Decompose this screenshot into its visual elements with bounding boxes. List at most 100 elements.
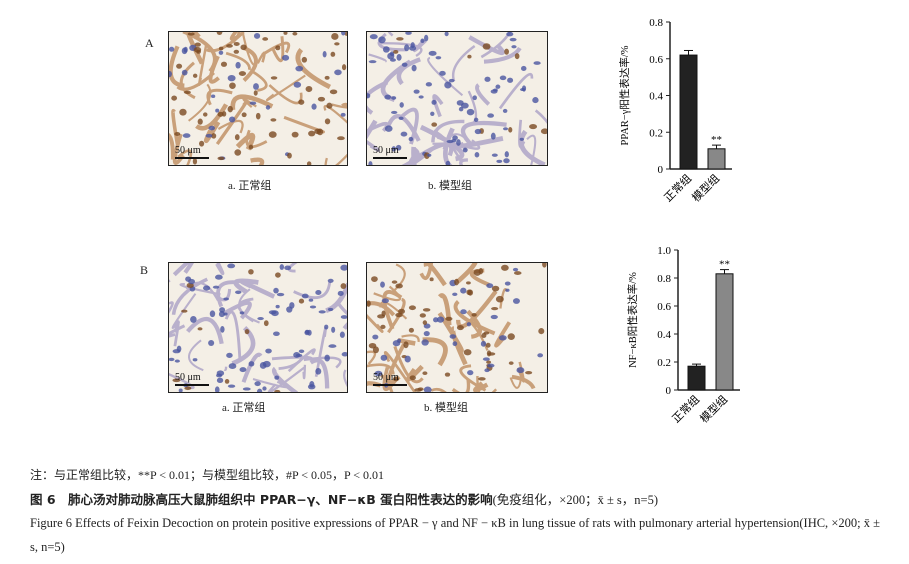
tissue-strand bbox=[223, 366, 228, 372]
cell-nucleus bbox=[240, 44, 247, 51]
tissue-strand bbox=[230, 94, 274, 111]
cell-nucleus bbox=[398, 308, 406, 314]
cell-nucleus bbox=[367, 300, 371, 307]
tissue-strand bbox=[534, 109, 547, 124]
cell-nucleus bbox=[298, 349, 305, 354]
tissue-strand bbox=[399, 107, 419, 145]
cell-nucleus bbox=[380, 324, 386, 329]
cell-nucleus bbox=[486, 350, 492, 357]
cell-nucleus bbox=[330, 51, 336, 57]
cell-nucleus bbox=[495, 84, 501, 89]
tissue-strand bbox=[169, 324, 186, 338]
tissue-strand bbox=[419, 263, 434, 280]
tissue-strand bbox=[396, 57, 421, 86]
cell-nucleus bbox=[324, 75, 330, 80]
cell-nucleus bbox=[235, 290, 242, 295]
cell-nucleus bbox=[478, 377, 486, 381]
cell-nucleus bbox=[467, 370, 474, 376]
tissue-strand bbox=[287, 348, 316, 373]
bar-模型组 bbox=[707, 148, 726, 170]
cell-nucleus bbox=[466, 322, 472, 327]
cell-nucleus bbox=[233, 49, 240, 54]
cell-nucleus bbox=[301, 293, 309, 299]
scale-bar: 50 μm bbox=[175, 145, 209, 159]
cell-nucleus bbox=[427, 153, 432, 157]
cell-nucleus bbox=[411, 64, 417, 72]
cell-nucleus bbox=[276, 292, 285, 297]
cell-nucleus bbox=[495, 295, 504, 303]
cell-nucleus bbox=[183, 46, 188, 53]
cell-nucleus bbox=[498, 335, 507, 341]
cell-nucleus bbox=[218, 50, 224, 55]
scale-bar: 50 μm bbox=[373, 145, 407, 159]
cell-nucleus bbox=[181, 309, 188, 313]
cell-nucleus bbox=[446, 139, 454, 144]
cell-nucleus bbox=[537, 353, 544, 358]
cell-nucleus bbox=[433, 317, 439, 323]
cell-nucleus bbox=[253, 32, 261, 39]
cell-nucleus bbox=[435, 56, 442, 60]
cell-nucleus bbox=[507, 333, 515, 340]
cell-nucleus bbox=[283, 32, 288, 35]
scale-bar: 50 μm bbox=[373, 372, 407, 386]
cell-nucleus bbox=[309, 305, 317, 309]
cell-nucleus bbox=[486, 360, 492, 364]
cell-nucleus bbox=[444, 372, 451, 377]
micrograph-b-normal: 50 μm bbox=[168, 262, 348, 393]
cell-nucleus bbox=[399, 102, 404, 108]
cell-nucleus bbox=[467, 54, 472, 59]
cell-nucleus bbox=[389, 51, 395, 57]
cell-nucleus bbox=[226, 44, 233, 48]
cell-nucleus bbox=[248, 361, 255, 367]
cell-nucleus bbox=[483, 331, 490, 335]
cell-nucleus bbox=[508, 361, 514, 365]
cell-nucleus bbox=[307, 384, 316, 390]
cell-nucleus bbox=[458, 106, 464, 112]
tissue-strand bbox=[216, 280, 237, 308]
cell-nucleus bbox=[390, 58, 396, 62]
cell-nucleus bbox=[502, 108, 508, 113]
cell-nucleus bbox=[474, 152, 480, 158]
cell-nucleus bbox=[381, 298, 389, 304]
cell-nucleus bbox=[368, 60, 377, 64]
tissue-strand bbox=[169, 301, 174, 314]
cell-nucleus bbox=[368, 161, 373, 165]
cell-nucleus bbox=[341, 64, 347, 71]
panel-label-b: B bbox=[140, 263, 149, 277]
tissue-strand bbox=[215, 263, 225, 276]
tissue-strand bbox=[206, 88, 233, 106]
cell-nucleus bbox=[214, 386, 220, 392]
cell-nucleus bbox=[417, 387, 424, 391]
cell-nucleus bbox=[445, 160, 451, 165]
chart-nfkb: 0 0.2 0.4 0.6 0.8 1.0 NF−κB阳性表达率/% 正常组 ** 模型组 bbox=[626, 245, 740, 425]
cell-nucleus bbox=[423, 330, 430, 337]
cell-nucleus bbox=[275, 304, 280, 309]
tissue-strand bbox=[240, 279, 276, 299]
tissue-strand bbox=[422, 337, 448, 367]
tissue-strand bbox=[494, 321, 512, 348]
cell-nucleus bbox=[478, 268, 484, 275]
cell-nucleus bbox=[226, 352, 233, 358]
cell-nucleus bbox=[257, 316, 264, 321]
tissue-strand bbox=[185, 32, 205, 65]
cell-nucleus bbox=[208, 125, 215, 131]
cell-nucleus bbox=[452, 292, 458, 297]
cell-nucleus bbox=[234, 149, 242, 156]
cell-nucleus bbox=[487, 113, 494, 118]
tissue-strand bbox=[343, 369, 347, 388]
cell-nucleus bbox=[533, 61, 541, 65]
panel-label-a: A bbox=[145, 36, 154, 50]
cell-nucleus bbox=[508, 127, 513, 133]
cell-nucleus bbox=[270, 76, 278, 80]
cell-nucleus bbox=[512, 298, 520, 304]
cell-nucleus bbox=[425, 82, 432, 87]
cell-nucleus bbox=[499, 75, 507, 81]
cell-nucleus bbox=[485, 342, 491, 348]
cell-nucleus bbox=[367, 93, 371, 99]
tissue-strand bbox=[237, 297, 255, 323]
cell-nucleus bbox=[423, 386, 432, 392]
tissue-strand bbox=[314, 327, 327, 377]
cell-nucleus bbox=[255, 112, 261, 120]
bar-正常组 bbox=[687, 365, 706, 391]
tissue-strand bbox=[509, 377, 522, 389]
